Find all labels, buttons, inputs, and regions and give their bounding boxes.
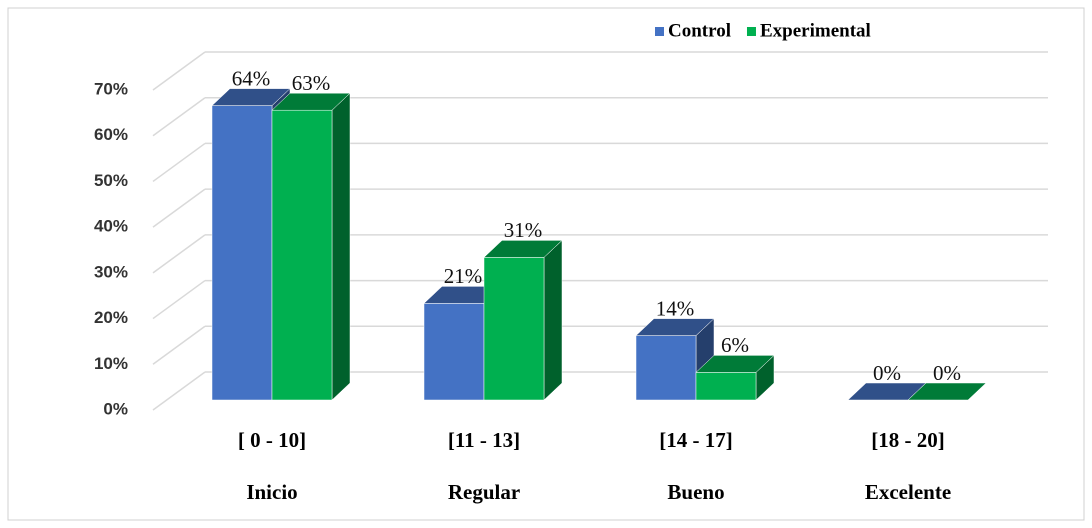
- data-label: 14%: [656, 296, 695, 320]
- data-label: 63%: [292, 71, 331, 95]
- bar-top: [271, 92, 351, 111]
- legend-swatch: [746, 27, 756, 36]
- x-group-label: Regular: [448, 480, 520, 504]
- data-label: 6%: [721, 333, 749, 357]
- grid-line-side: [152, 51, 206, 91]
- grid-line-side: [152, 188, 206, 228]
- data-label: 0%: [933, 361, 961, 385]
- bar-side: [331, 92, 351, 401]
- x-group-label: Inicio: [246, 480, 297, 504]
- y-tick-label: 40%: [94, 217, 128, 236]
- bar: [211, 105, 273, 401]
- bar-top: [635, 318, 715, 336]
- x-tick-label: [ 0 - 10]: [238, 428, 306, 452]
- grid-line-side: [152, 325, 206, 365]
- legend-label: Experimental: [760, 20, 871, 41]
- data-label: 64%: [232, 66, 271, 90]
- legend-swatch: [655, 27, 664, 36]
- y-tick-label: 70%: [94, 79, 128, 98]
- bar-top: [211, 88, 291, 106]
- y-tick-label: 30%: [94, 262, 128, 281]
- data-label: 21%: [444, 264, 483, 288]
- y-tick-label: 0%: [103, 399, 128, 418]
- bar: [271, 109, 333, 401]
- x-tick-label: [18 - 20]: [871, 428, 944, 452]
- x-tick-label: [14 - 17]: [659, 428, 732, 452]
- grid-line-side: [152, 97, 206, 137]
- bar: [635, 335, 697, 401]
- x-group-label: Bueno: [667, 480, 724, 504]
- x-group-label: Excelente: [865, 480, 951, 504]
- legend-label: Control: [668, 20, 731, 41]
- grid-line-side: [152, 234, 206, 274]
- grid-line-side: [152, 279, 206, 320]
- data-label: 0%: [873, 361, 901, 385]
- grid-line-side: [152, 142, 206, 183]
- bar: [695, 372, 757, 401]
- data-label: 31%: [504, 218, 543, 242]
- bar-top: [907, 382, 987, 401]
- y-tick-label: 60%: [94, 125, 128, 144]
- grid-line-side: [152, 371, 206, 411]
- y-tick-label: 20%: [94, 308, 128, 327]
- bar: [483, 257, 545, 401]
- bar-side: [543, 239, 563, 401]
- y-tick-label: 50%: [94, 171, 128, 190]
- bar: [423, 303, 485, 401]
- y-tick-label: 10%: [94, 354, 128, 373]
- bar-top: [483, 240, 563, 258]
- bar-top: [695, 355, 775, 373]
- x-tick-label: [11 - 13]: [448, 428, 520, 452]
